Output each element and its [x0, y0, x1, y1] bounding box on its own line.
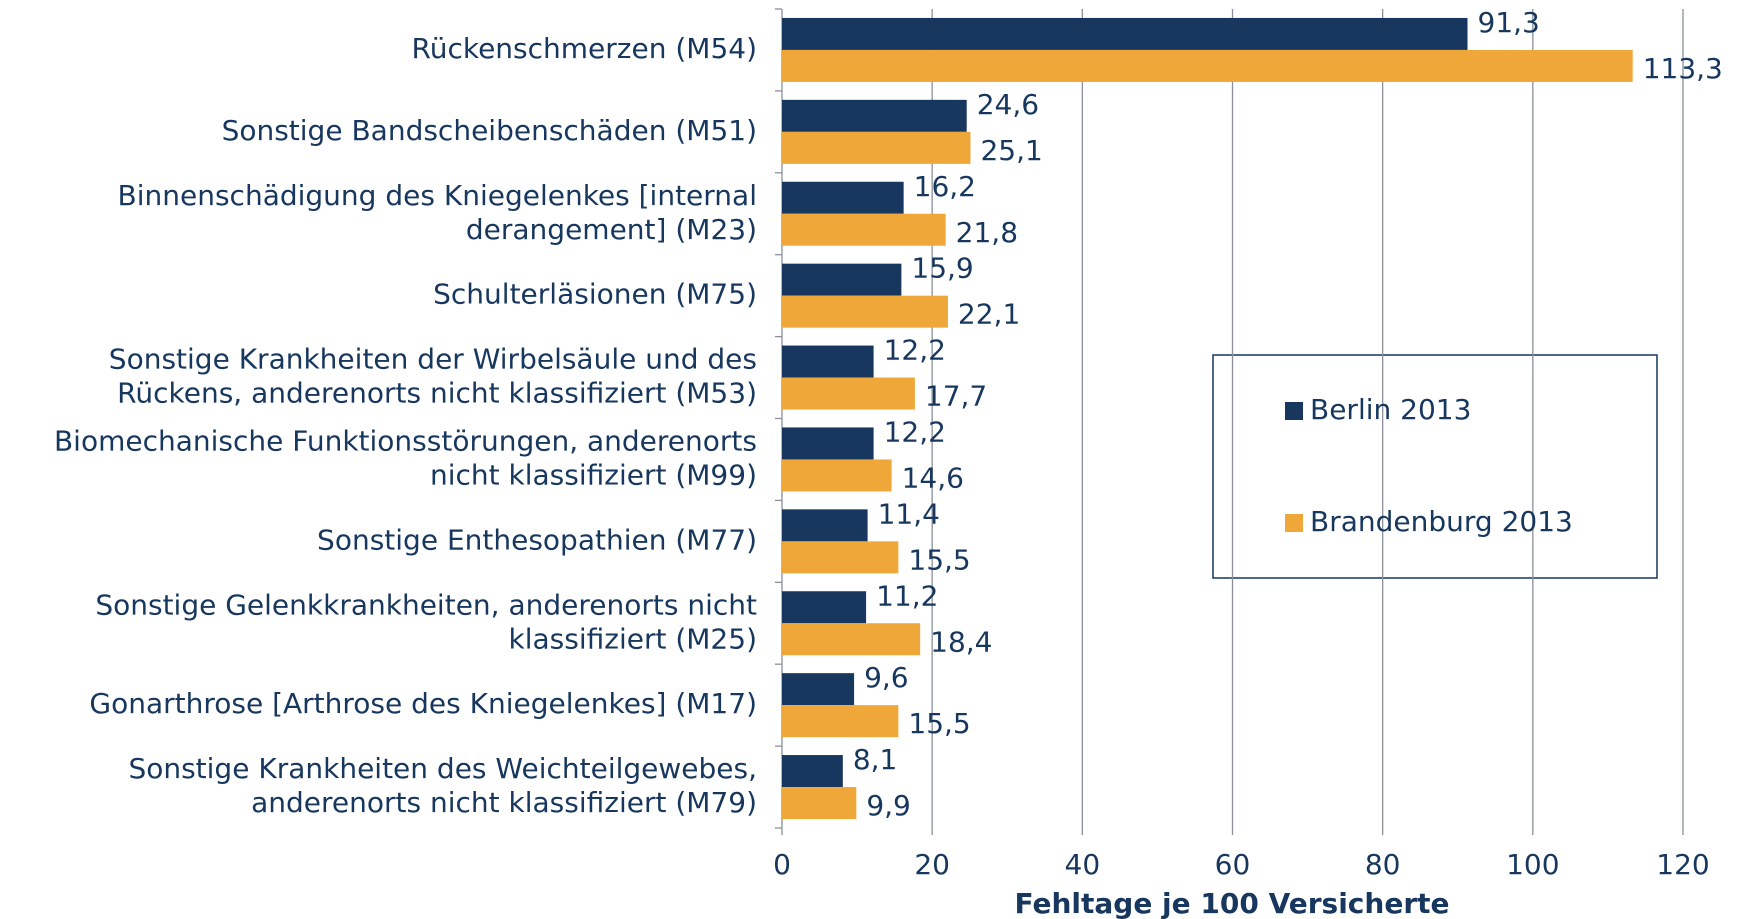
- x-tick-label: 40: [1065, 848, 1101, 881]
- category-label: Sonstige Gelenkkrankheiten, anderenorts …: [95, 588, 757, 655]
- category-label-line: Sonstige Enthesopathien (M77): [317, 523, 757, 556]
- category-label: Schulterläsionen (M75): [433, 278, 757, 311]
- legend-swatch: [1285, 514, 1303, 532]
- value-label: 16,2: [914, 170, 976, 203]
- value-label: 11,4: [878, 497, 940, 530]
- category-label-line: Schulterläsionen (M75): [433, 278, 757, 311]
- category-label-line: nicht klassifiziert (M99): [430, 458, 757, 491]
- value-label: 12,2: [884, 334, 946, 367]
- value-label: 11,2: [876, 579, 938, 612]
- value-label: 91,3: [1478, 6, 1540, 39]
- category-label: Biomechanische Funktionsstörungen, ander…: [54, 424, 757, 491]
- bar: [782, 787, 857, 820]
- bar: [782, 623, 921, 656]
- legend-label: Berlin 2013: [1310, 393, 1471, 426]
- category-label-line: Binnenschädigung des Kniegelenkes [inter…: [118, 179, 757, 212]
- bar: [782, 705, 899, 738]
- value-label: 15,5: [908, 543, 970, 576]
- bar: [782, 541, 899, 574]
- bar: [782, 509, 868, 542]
- bar: [782, 295, 948, 328]
- category-label-line: derangement] (M23): [466, 213, 757, 246]
- legend-box: [1212, 354, 1658, 579]
- category-label-line: klassifiziert (M25): [509, 622, 757, 655]
- category-label: Sonstige Bandscheibenschäden (M51): [222, 114, 757, 147]
- bar: [782, 131, 971, 164]
- value-label: 21,8: [956, 216, 1018, 249]
- category-label: Sonstige Krankheiten des Weichteilgewebe…: [128, 752, 757, 819]
- value-label: 25,1: [980, 134, 1042, 167]
- category-label-line: Gonarthrose [Arthrose des Kniegelenkes] …: [89, 687, 757, 720]
- value-label: 113,3: [1643, 52, 1723, 85]
- category-label-line: Sonstige Gelenkkrankheiten, anderenorts …: [95, 588, 757, 621]
- bar: [782, 213, 946, 246]
- category-label: Rückenschmerzen (M54): [412, 32, 757, 65]
- category-label: Gonarthrose [Arthrose des Kniegelenkes] …: [89, 687, 757, 720]
- category-label-line: Biomechanische Funktionsstörungen, ander…: [54, 424, 757, 457]
- x-tick-label: 60: [1215, 848, 1251, 881]
- category-label: Sonstige Enthesopathien (M77): [317, 523, 757, 556]
- x-tick-label: 100: [1506, 848, 1559, 881]
- bar: [782, 459, 892, 492]
- category-label-line: Sonstige Krankheiten der Wirbelsäule und…: [109, 343, 757, 376]
- category-label-line: Sonstige Krankheiten des Weichteilgewebe…: [128, 752, 757, 785]
- value-label: 14,6: [902, 461, 964, 494]
- value-label: 24,6: [977, 88, 1039, 121]
- bar: [782, 99, 967, 132]
- value-label: 17,7: [925, 380, 987, 413]
- value-label: 22,1: [958, 298, 1020, 331]
- category-label: Sonstige Krankheiten der Wirbelsäule und…: [109, 343, 757, 410]
- bar: [782, 673, 855, 706]
- bar: [782, 263, 902, 296]
- value-label: 15,9: [911, 252, 973, 285]
- value-label: 12,2: [884, 415, 946, 448]
- category-label-line: Sonstige Bandscheibenschäden (M51): [222, 114, 757, 147]
- category-label-line: Rückenschmerzen (M54): [412, 32, 757, 65]
- bar: [782, 755, 843, 788]
- x-tick-label: 0: [773, 848, 791, 881]
- category-label: Binnenschädigung des Kniegelenkes [inter…: [118, 179, 757, 246]
- x-tick-label: 20: [914, 848, 950, 881]
- value-label: 9,9: [866, 789, 911, 822]
- bar: [782, 427, 874, 460]
- x-axis-title: Fehltage je 100 Versicherte: [1014, 887, 1449, 919]
- category-label-line: Rückens, anderenorts nicht klassifiziert…: [117, 377, 757, 410]
- value-label: 18,4: [930, 625, 992, 658]
- x-tick-label: 120: [1656, 848, 1709, 881]
- category-label-line: anderenorts nicht klassifiziert (M79): [251, 786, 757, 819]
- legend-label: Brandenburg 2013: [1310, 505, 1573, 538]
- bar: [782, 591, 867, 624]
- bar: [782, 345, 874, 378]
- value-label: 9,6: [864, 661, 909, 694]
- value-label: 8,1: [853, 743, 898, 776]
- x-tick-label: 80: [1365, 848, 1401, 881]
- value-label: 15,5: [908, 707, 970, 740]
- bar: [782, 377, 915, 410]
- bar: [782, 181, 904, 214]
- bar: [782, 17, 1468, 50]
- bar: [782, 49, 1633, 82]
- legend-swatch: [1285, 402, 1303, 420]
